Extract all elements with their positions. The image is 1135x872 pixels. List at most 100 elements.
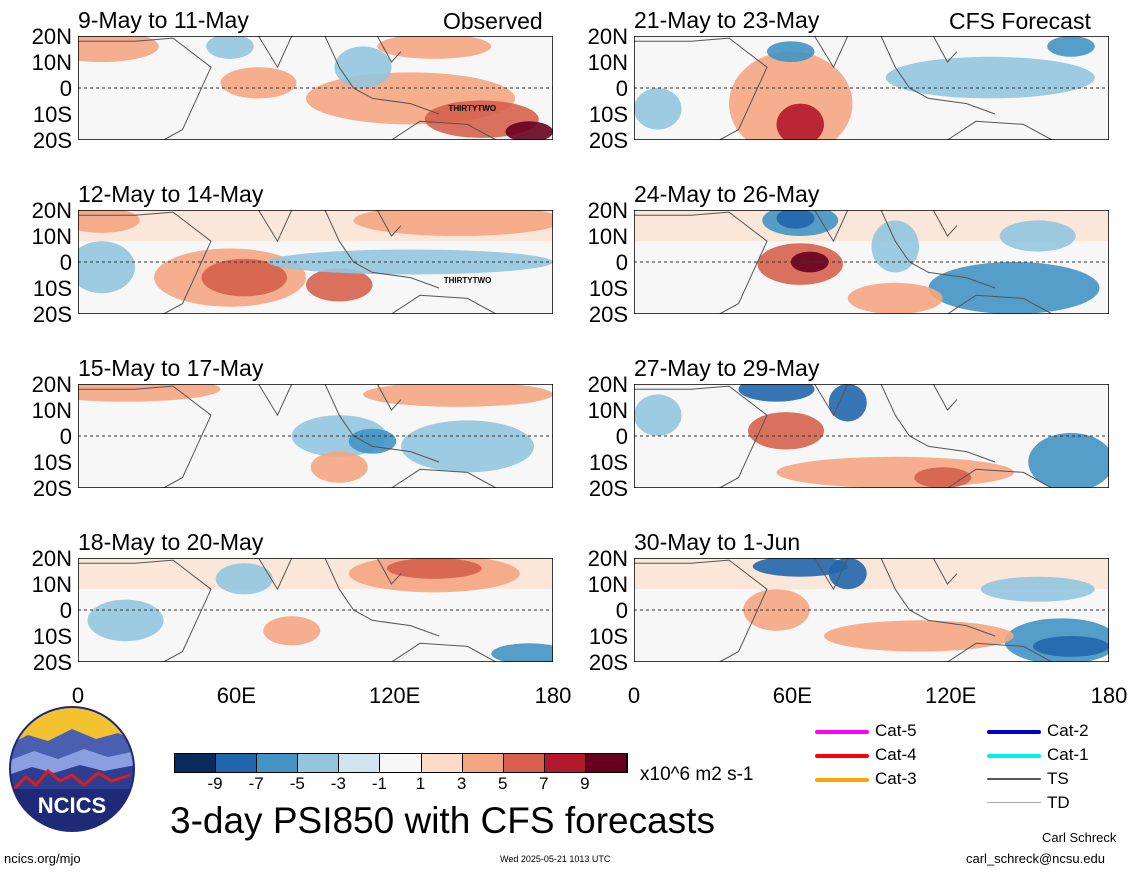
panel-title: 27-May to 29-May <box>634 355 820 381</box>
lat-label: 20N <box>587 24 628 49</box>
footer-url: ncics.org/mjo <box>4 851 81 866</box>
lat-label: 10S <box>32 102 72 127</box>
lat-label: 10S <box>32 624 72 649</box>
lat-label: 20S <box>32 650 72 675</box>
lat-label: 10N <box>31 50 72 75</box>
colorbar-tick: -7 <box>248 774 264 793</box>
forecast-tag: CFS Forecast <box>949 8 1091 34</box>
lon-label: 0 <box>627 683 641 708</box>
colorbar-tick: 5 <box>497 774 508 793</box>
logo-text: NCICS <box>38 793 106 818</box>
lat-label: 20S <box>32 128 72 153</box>
lat-label: 20S <box>32 302 72 327</box>
lat-label: 0 <box>59 76 72 101</box>
legend-label: Cat-5 <box>875 721 917 740</box>
legend-swatch <box>987 802 1041 803</box>
lon-label: 0 <box>71 683 85 708</box>
lat-label: 20N <box>587 198 628 223</box>
panel-title: 18-May to 20-May <box>78 529 264 555</box>
footer-email: carl_schreck@ncsu.edu <box>966 851 1105 866</box>
legend-swatch <box>987 730 1041 734</box>
lat-label: 10S <box>588 276 628 301</box>
lat-label: 0 <box>615 76 628 101</box>
colorbar-swatch <box>544 754 586 772</box>
colorbar-swatch <box>339 754 381 772</box>
lat-label: 0 <box>59 598 72 623</box>
psi850-map <box>634 558 1109 662</box>
lat-label: 10N <box>31 398 72 423</box>
legend-swatch <box>815 754 869 758</box>
storm-label: THIRTYTWO <box>449 104 497 113</box>
lat-label: 10N <box>587 572 628 597</box>
legend-label: Cat-1 <box>1047 745 1089 764</box>
psi850-map <box>634 210 1109 314</box>
colorbar-units: x10^6 m2 s-1 <box>640 764 754 785</box>
legend-swatch <box>987 778 1041 780</box>
lon-label: 120E <box>368 683 421 708</box>
lat-label: 10N <box>587 398 628 423</box>
legend-label: Cat-4 <box>875 745 917 764</box>
storm-label: THIRTYTWO <box>444 276 492 285</box>
colorbar-tick: 7 <box>539 774 549 793</box>
lat-label: 20S <box>588 128 628 153</box>
psi850-map <box>78 384 553 488</box>
observed-tag: Observed <box>443 8 543 34</box>
lat-label: 0 <box>615 424 628 449</box>
lat-label: 10S <box>588 102 628 127</box>
lat-label: 0 <box>59 424 72 449</box>
psi850-map <box>78 558 553 662</box>
colorbar <box>174 753 628 773</box>
legend-label: Cat-2 <box>1047 721 1089 740</box>
lat-label: 10S <box>32 450 72 475</box>
lat-label: 20N <box>31 372 72 397</box>
lat-label: 0 <box>615 250 628 275</box>
panel-title: 12-May to 14-May <box>78 181 264 207</box>
panel-title: 9-May to 11-May <box>78 7 249 33</box>
colorbar-swatch <box>216 754 258 772</box>
legend-label: TS <box>1047 769 1069 788</box>
lat-label: 20S <box>588 650 628 675</box>
psi850-map <box>634 36 1109 140</box>
colorbar-swatch <box>462 754 504 772</box>
ncics-logo: NCICS <box>9 706 135 832</box>
lat-label: 20S <box>588 302 628 327</box>
lat-label: 20S <box>32 476 72 501</box>
colorbar-tick: -3 <box>330 774 346 793</box>
lat-label: 20N <box>31 546 72 571</box>
lat-label: 20N <box>587 372 628 397</box>
colorbar-tick: -9 <box>207 774 223 793</box>
panel-title: 21-May to 23-May <box>634 7 820 33</box>
lat-label: 20N <box>587 546 628 571</box>
psi850-map <box>634 384 1109 488</box>
colorbar-tick: 1 <box>415 774 426 793</box>
colorbar-swatch <box>257 754 299 772</box>
legend-label: Cat-3 <box>875 769 917 788</box>
lat-label: 20N <box>31 24 72 49</box>
colorbar-swatch <box>585 754 628 772</box>
lon-label: 180 <box>534 683 572 708</box>
colorbar-tick: 3 <box>456 774 467 793</box>
panel-title: 15-May to 17-May <box>78 355 264 381</box>
psi850-map: THIRTYTWO <box>78 36 553 140</box>
colorbar-tick: 9 <box>580 774 590 793</box>
lon-label: 120E <box>924 683 977 708</box>
lon-label: 60E <box>772 683 812 708</box>
lat-label: 10N <box>587 224 628 249</box>
colorbar-swatch <box>421 754 463 772</box>
lat-label: 10N <box>31 224 72 249</box>
psi850-map: THIRTYTWO <box>78 210 553 314</box>
lat-label: 0 <box>615 598 628 623</box>
main-title: 3-day PSI850 with CFS forecasts <box>170 800 715 841</box>
colorbar-tick: -1 <box>371 774 388 793</box>
lat-label: 10N <box>587 50 628 75</box>
panel-title: 30-May to 1-Jun <box>634 529 801 555</box>
legend-label: TD <box>1047 793 1070 812</box>
legend-swatch <box>815 778 869 782</box>
colorbar-tick: -5 <box>289 774 305 793</box>
colorbar-swatch <box>298 754 340 772</box>
footer-author: Carl Schreck <box>1042 830 1117 845</box>
legend-swatch <box>815 730 869 734</box>
lat-label: 10S <box>32 276 72 301</box>
legend-swatch <box>987 754 1041 758</box>
lat-label: 0 <box>59 250 72 275</box>
